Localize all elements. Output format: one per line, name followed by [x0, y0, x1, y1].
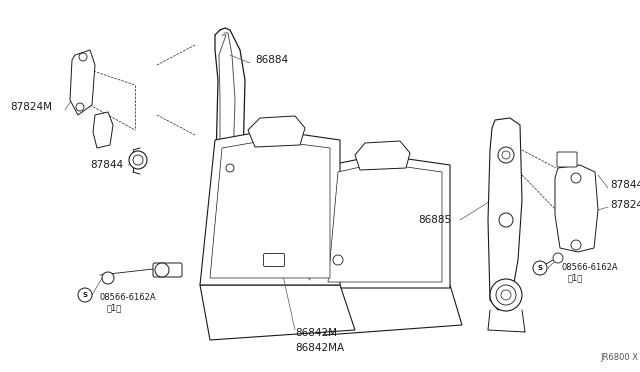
Text: 86884: 86884	[255, 55, 288, 65]
Text: S: S	[83, 292, 88, 298]
Text: 87824M: 87824M	[610, 200, 640, 210]
Polygon shape	[200, 130, 340, 285]
Circle shape	[490, 279, 522, 311]
Text: 08566-6162A: 08566-6162A	[100, 294, 157, 302]
Text: 、1、: 、1、	[568, 273, 583, 282]
Text: 86842M: 86842M	[295, 328, 337, 338]
Text: 87844: 87844	[610, 180, 640, 190]
Polygon shape	[248, 116, 305, 147]
Polygon shape	[210, 140, 330, 278]
Circle shape	[223, 213, 237, 227]
Circle shape	[226, 164, 234, 172]
Circle shape	[498, 147, 514, 163]
Circle shape	[502, 151, 510, 159]
FancyBboxPatch shape	[264, 253, 285, 266]
Circle shape	[129, 151, 147, 169]
Polygon shape	[320, 155, 450, 288]
Polygon shape	[355, 141, 410, 170]
Circle shape	[501, 290, 511, 300]
Text: 86885: 86885	[418, 215, 451, 225]
FancyBboxPatch shape	[153, 263, 182, 277]
Circle shape	[102, 272, 114, 284]
Circle shape	[79, 53, 87, 61]
Circle shape	[133, 155, 143, 165]
Polygon shape	[200, 285, 355, 340]
Circle shape	[76, 103, 84, 111]
Polygon shape	[488, 118, 522, 310]
Text: 08566-6162A: 08566-6162A	[562, 263, 619, 273]
Circle shape	[571, 240, 581, 250]
Text: 、1、: 、1、	[107, 304, 122, 312]
Polygon shape	[320, 285, 462, 335]
Polygon shape	[328, 163, 442, 282]
Circle shape	[499, 213, 513, 227]
Text: 86842MA: 86842MA	[295, 343, 344, 353]
Circle shape	[533, 261, 547, 275]
Circle shape	[496, 285, 516, 305]
Circle shape	[155, 263, 169, 277]
Circle shape	[553, 253, 563, 263]
Text: 87824M: 87824M	[10, 102, 52, 112]
Polygon shape	[555, 165, 598, 252]
Polygon shape	[93, 112, 113, 148]
FancyBboxPatch shape	[557, 152, 577, 167]
Polygon shape	[70, 50, 95, 115]
Circle shape	[571, 173, 581, 183]
Circle shape	[222, 160, 238, 176]
Circle shape	[78, 288, 92, 302]
Text: 87844: 87844	[90, 160, 123, 170]
Text: S: S	[538, 265, 543, 271]
Text: JR6800 X: JR6800 X	[600, 353, 638, 362]
Circle shape	[333, 255, 343, 265]
